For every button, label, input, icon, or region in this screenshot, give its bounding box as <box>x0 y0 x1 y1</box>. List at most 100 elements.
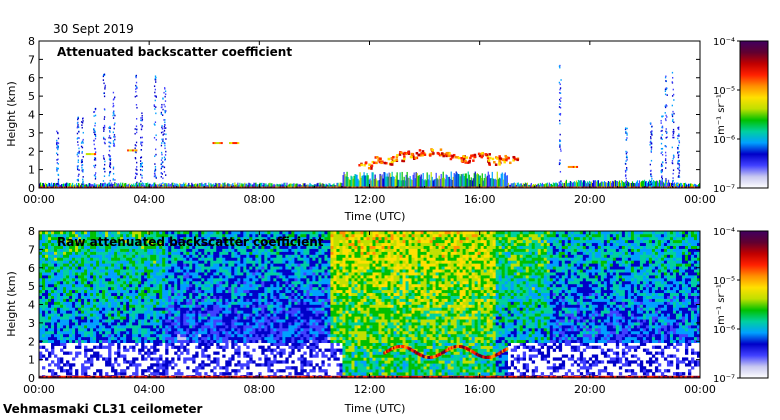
surface-layer-mark <box>564 181 566 188</box>
raw-backscatter-cell <box>153 260 157 264</box>
raw-backscatter-cell <box>63 257 67 261</box>
raw-backscatter-cell <box>159 233 163 238</box>
precip-streak-mark <box>103 163 106 166</box>
precip-streak-mark <box>671 81 673 83</box>
raw-backscatter-cell <box>168 292 172 296</box>
precip-streak-mark <box>102 79 105 81</box>
surface-layer-mark <box>552 182 554 188</box>
precip-streak-mark <box>161 153 163 156</box>
raw-backscatter-cell <box>168 307 172 311</box>
raw-backscatter-cell <box>147 239 151 244</box>
raw-backscatter-cell <box>105 280 109 285</box>
precip-streak-mark <box>139 165 142 168</box>
raw-backscatter-cell <box>159 342 163 346</box>
raw-backscatter-cell <box>117 325 121 329</box>
surface-layer-mark <box>180 186 182 188</box>
raw-backscatter-cell <box>123 245 127 249</box>
raw-backscatter-cell <box>96 260 100 264</box>
raw-backscatter-cell <box>54 363 58 367</box>
raw-backscatter-cell <box>153 348 157 352</box>
surface-layer-mark <box>500 173 502 188</box>
raw-backscatter-cell <box>75 280 79 285</box>
raw-backscatter-cell <box>159 357 163 361</box>
raw-backscatter-cell <box>99 298 103 302</box>
precip-streak-mark <box>135 168 137 171</box>
raw-backscatter-cell <box>126 242 130 246</box>
raw-backscatter-cell <box>138 280 142 285</box>
raw-backscatter-cell <box>153 336 157 341</box>
surface-layer-mark <box>80 186 82 188</box>
surface-layer-mark <box>602 186 605 188</box>
raw-backscatter-cell <box>87 360 91 364</box>
raw-backscatter-cell <box>150 295 154 299</box>
precip-streak-mark <box>661 115 663 118</box>
precip-streak-mark <box>103 92 106 94</box>
cloud-fragment-mark <box>85 153 88 156</box>
raw-backscatter-cell <box>150 269 154 273</box>
raw-backscatter-cell <box>99 275 103 279</box>
surface-layer-mark <box>293 183 295 188</box>
raw-backscatter-cell <box>204 245 208 249</box>
surface-layer-mark <box>363 172 365 188</box>
raw-backscatter-cell <box>102 245 106 249</box>
precip-streak-mark <box>93 115 95 117</box>
raw-backscatter-cell <box>102 278 106 282</box>
raw-backscatter-cell <box>192 289 196 294</box>
raw-backscatter-cell <box>168 272 172 276</box>
raw-backscatter-cell <box>72 251 76 255</box>
raw-backscatter-cell <box>189 275 193 279</box>
raw-backscatter-cell <box>168 363 172 367</box>
precip-streak-mark <box>677 154 680 157</box>
raw-backscatter-cell <box>96 280 100 285</box>
surface-layer-mark <box>548 186 550 188</box>
raw-backscatter-cell <box>165 342 169 346</box>
surface-layer-mark <box>59 184 61 188</box>
surface-layer-mark <box>381 174 383 188</box>
raw-backscatter-cell <box>120 263 124 267</box>
precip-streak-mark <box>154 155 156 158</box>
raw-backscatter-cell <box>174 298 178 302</box>
raw-backscatter-cell <box>39 242 43 246</box>
cloud-mark <box>469 156 472 160</box>
raw-backscatter-cell <box>141 348 145 352</box>
raw-backscatter-cell <box>78 251 82 255</box>
raw-backscatter-cell <box>42 330 46 335</box>
raw-backscatter-cell <box>117 304 121 308</box>
precip-streak-mark <box>665 178 667 180</box>
raw-backscatter-cell <box>201 330 205 335</box>
surface-layer-mark <box>437 179 439 188</box>
raw-backscatter-cell <box>63 298 67 302</box>
cloud-mark <box>378 160 382 163</box>
raw-backscatter-cell <box>87 325 91 329</box>
raw-backscatter-cell <box>168 242 172 246</box>
raw-backscatter-cell <box>96 369 100 373</box>
surface-layer-mark <box>157 184 159 188</box>
surface-layer-mark <box>227 183 229 188</box>
surface-layer-mark <box>245 186 247 188</box>
precip-streak-mark <box>104 182 106 185</box>
precip-streak-mark <box>154 108 156 110</box>
raw-backscatter-cell <box>180 248 184 252</box>
raw-backscatter-cell <box>132 310 136 314</box>
raw-backscatter-cell <box>186 328 190 332</box>
precip-streak-mark <box>82 178 84 181</box>
surface-layer-mark <box>275 186 277 188</box>
precip-streak-mark <box>672 76 674 79</box>
surface-layer-mark <box>290 186 292 188</box>
precip-streak-mark <box>109 182 111 184</box>
surface-layer-mark <box>535 184 537 188</box>
precip-streak-mark <box>109 179 111 182</box>
raw-backscatter-cell <box>81 301 85 305</box>
surface-layer-mark <box>171 182 173 188</box>
precip-streak-mark <box>678 185 680 188</box>
raw-backscatter-cell <box>66 289 70 294</box>
raw-backscatter-cell <box>156 322 160 326</box>
raw-backscatter-cell <box>216 289 220 294</box>
raw-backscatter-cell <box>90 304 94 308</box>
raw-backscatter-cell <box>171 278 175 282</box>
raw-backscatter-cell <box>147 330 151 335</box>
raw-backscatter-cell <box>105 275 109 279</box>
raw-backscatter-cell <box>132 295 136 299</box>
precip-streak-mark <box>81 140 83 143</box>
raw-backscatter-cell <box>48 236 52 241</box>
